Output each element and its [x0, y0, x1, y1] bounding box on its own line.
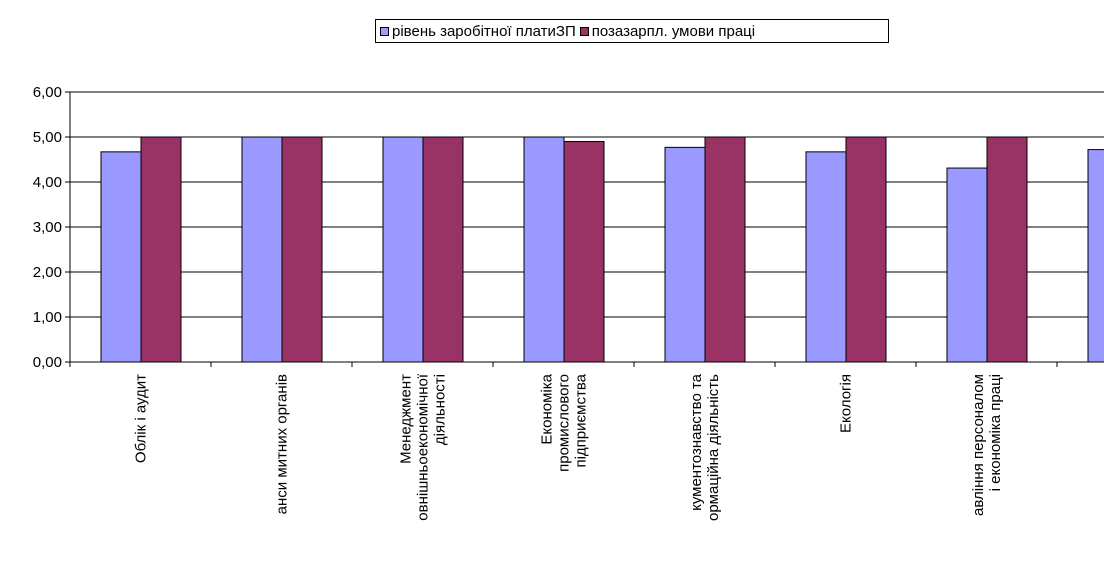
legend-label-salary-level: рівень заробітної платиЗП: [392, 22, 576, 40]
x-category-label: Менеджмент: [398, 374, 415, 464]
x-category-label: підприємства: [573, 373, 590, 467]
x-category-label: діяльності: [432, 374, 449, 445]
bar-salary-level: [523, 136, 565, 363]
y-tick-label: 0,00: [33, 354, 62, 371]
x-category-label: Екологія: [838, 374, 855, 433]
bar-non-salary-conditions: [563, 141, 605, 363]
bar-salary-level: [1087, 149, 1104, 363]
x-category-label: анси митних органів: [274, 374, 291, 514]
legend-item-non-salary-conditions: позазарпл. умови праці: [579, 22, 756, 40]
legend-label-non-salary-conditions: позазарпл. умови праці: [591, 22, 756, 40]
bar-salary-level: [805, 151, 847, 363]
bar-non-salary-conditions: [281, 136, 323, 363]
x-category-label: кументознавство та: [688, 373, 705, 511]
bar-non-salary-conditions: [422, 136, 464, 363]
x-category-label: і економіка праці: [987, 374, 1004, 491]
bar-salary-level: [241, 136, 283, 363]
y-tick-label: 3,00: [33, 219, 62, 236]
x-category-label: овнішньоекономічної: [415, 373, 432, 521]
x-category-label: промислового: [556, 374, 573, 472]
legend-swatch-non-salary-conditions: [579, 26, 589, 36]
legend-swatch-salary-level: [380, 26, 389, 36]
y-tick-label: 4,00: [33, 174, 62, 191]
x-category-label: авління персоналом: [970, 374, 987, 516]
y-tick-label: 5,00: [33, 129, 62, 146]
y-tick-label: 2,00: [33, 264, 62, 281]
y-tick-label: 6,00: [33, 84, 62, 101]
x-category-label: Облік і аудит: [133, 374, 150, 463]
x-category-label: Економіка: [539, 373, 556, 444]
y-tick-label: 1,00: [33, 309, 62, 326]
bar-salary-level: [382, 136, 424, 363]
bar-salary-level: [946, 167, 988, 363]
x-category-label: ормаційна діяльність: [705, 374, 722, 521]
legend-item-salary-level: рівень заробітної платиЗП: [380, 23, 576, 40]
legend: рівень заробітної платиЗП позазарпл. умо…: [375, 19, 889, 43]
bar-non-salary-conditions: [845, 136, 887, 363]
bar-salary-level: [100, 151, 142, 363]
bar-non-salary-conditions: [704, 136, 746, 363]
bar-non-salary-conditions: [140, 136, 182, 363]
bar-salary-level: [664, 146, 706, 363]
bar-non-salary-conditions: [986, 136, 1028, 363]
